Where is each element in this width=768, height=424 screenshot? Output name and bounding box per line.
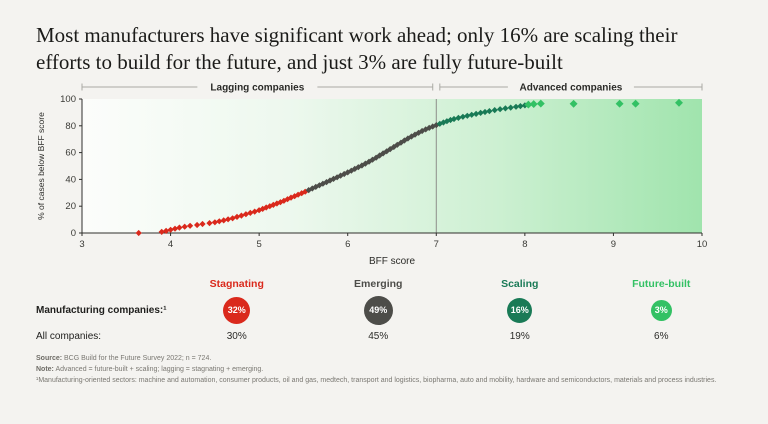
scatter-point xyxy=(167,227,174,234)
y-tick-label: 60 xyxy=(65,148,76,159)
category-label-stagnating: Stagnating xyxy=(209,278,264,291)
plot-background xyxy=(82,99,702,234)
scatter-point xyxy=(481,109,489,116)
y-axis-title: % of cases below BFF score xyxy=(36,112,46,220)
stat-value: 32% xyxy=(227,305,246,316)
scatter-point xyxy=(171,225,179,233)
footnote-source: Source: BCG Build for the Future Survey … xyxy=(36,355,212,363)
y-tick-label: 100 xyxy=(60,94,76,105)
x-tick-label: 4 xyxy=(168,239,173,250)
scatter-point xyxy=(216,218,223,225)
scatter-point xyxy=(176,224,183,232)
scatter-point xyxy=(199,221,206,228)
category-label-future-built: Future-built xyxy=(632,278,691,291)
x-tick-label: 6 xyxy=(345,239,350,250)
x-tick-label: 7 xyxy=(434,239,439,250)
scatter-point xyxy=(491,107,498,114)
bracket-label-0: Lagging companies xyxy=(210,83,304,94)
row-label-all-companies: All companies: xyxy=(36,331,102,343)
stat-circle-scaling: 16% xyxy=(507,297,533,323)
scatter-point xyxy=(193,222,201,229)
category-label-scaling: Scaling xyxy=(501,278,539,291)
y-tick-label: 0 xyxy=(71,228,76,239)
stat-circle-stagnating: 32% xyxy=(223,296,251,324)
scatter-point xyxy=(135,230,142,237)
all-value-future-built: 6% xyxy=(654,331,669,343)
footnotes: Source: BCG Build for the Future Survey … xyxy=(36,354,732,387)
x-tick-label: 5 xyxy=(256,239,261,250)
scatter-point xyxy=(211,219,219,226)
scatter-point xyxy=(502,105,509,112)
scatter-point xyxy=(455,115,462,122)
footnote-sectors: ¹Manufacturing-oriented sectors: machine… xyxy=(36,377,717,384)
scatter-point xyxy=(181,223,188,231)
stat-circle-future-built: 3% xyxy=(650,299,672,321)
stat-circle-emerging: 49% xyxy=(363,295,393,325)
row-label-manufacturing: Manufacturing companies:¹ xyxy=(36,304,167,316)
x-tick-label: 10 xyxy=(697,239,708,250)
stat-value: 3% xyxy=(654,305,668,316)
all-companies-row: All companies: 30% 45% 19% 6% xyxy=(36,327,732,346)
scatter-point xyxy=(524,100,533,109)
y-tick-label: 20 xyxy=(65,202,76,213)
scatter-point xyxy=(224,216,232,223)
x-tick-label: 9 xyxy=(611,239,616,250)
scatter-point xyxy=(486,108,493,115)
scatter-point xyxy=(477,110,484,117)
bff-distribution-chart: Lagging companies Advanced companies 3 4 5 6 7… xyxy=(36,83,708,268)
scatter-point xyxy=(158,229,165,236)
all-value-scaling: 19% xyxy=(509,331,530,343)
stat-value: 16% xyxy=(510,305,529,316)
category-summary-table: Stagnating Emerging Scaling Future-built… xyxy=(36,275,732,346)
scatter-point xyxy=(162,228,170,235)
y-tick-label: 40 xyxy=(65,175,76,186)
scatter-point xyxy=(450,116,458,123)
scatter-point xyxy=(206,220,213,227)
x-tick-label: 8 xyxy=(522,239,527,250)
scatter-point xyxy=(472,111,480,118)
category-header-row: Stagnating Emerging Scaling Future-built xyxy=(36,275,732,293)
all-value-stagnating: 30% xyxy=(226,331,247,343)
footnote-note: Note: Advanced = future-built + scaling;… xyxy=(36,366,264,374)
manufacturing-row: Manufacturing companies:¹ 32% 49% 16% 3% xyxy=(36,293,732,327)
bracket-label-1: Advanced companies xyxy=(520,83,623,94)
all-value-emerging: 45% xyxy=(368,331,389,343)
scatter-point xyxy=(220,217,227,224)
scatter-point xyxy=(517,103,524,110)
y-tick-label: 80 xyxy=(65,121,76,132)
stat-value: 49% xyxy=(369,305,388,316)
x-axis-title: BFF score xyxy=(369,256,416,267)
chart-area: Lagging companies Advanced companies 3 4 5 6 7… xyxy=(32,81,732,273)
scatter-point xyxy=(186,223,194,230)
page-title: Most manufacturers have significant work… xyxy=(36,23,678,74)
category-label-emerging: Emerging xyxy=(354,278,403,291)
x-tick-label: 3 xyxy=(79,239,84,250)
